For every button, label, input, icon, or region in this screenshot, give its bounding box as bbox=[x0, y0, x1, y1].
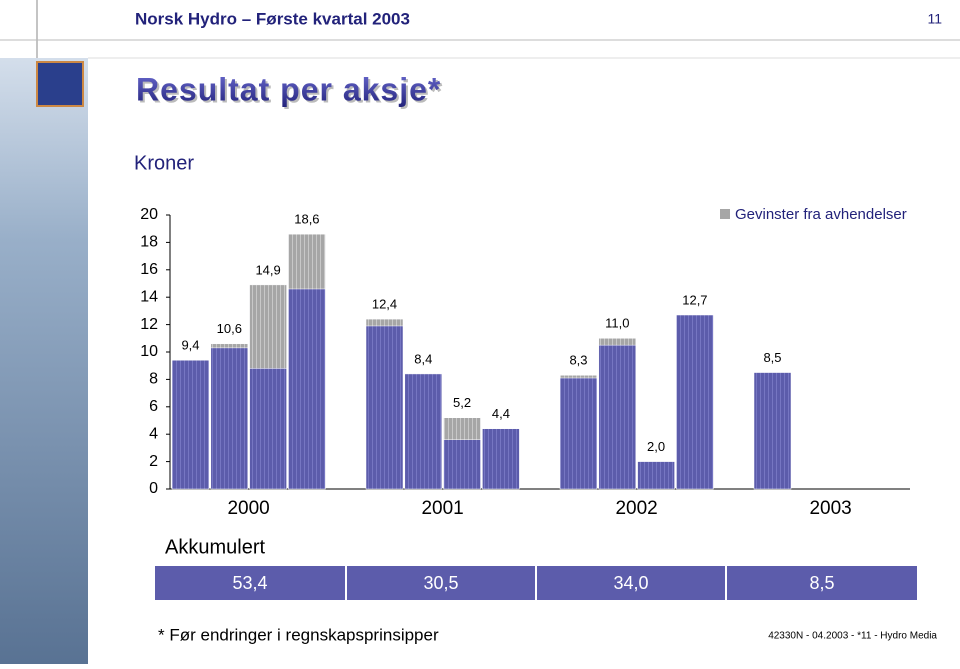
footer: 42330N - 04.2003 - *11 - Hydro Media bbox=[768, 631, 937, 642]
side-image bbox=[0, 58, 88, 664]
gain-segment bbox=[598, 338, 637, 346]
bar bbox=[753, 372, 792, 490]
y-tick-label: 20 bbox=[140, 206, 158, 223]
title-shadow: Resultat per aksje* bbox=[138, 73, 443, 109]
cumulative-cell bbox=[537, 566, 725, 600]
bar bbox=[404, 373, 443, 490]
bar bbox=[637, 461, 675, 490]
gain-segment bbox=[210, 343, 249, 349]
cumulative-value: 8,5 bbox=[809, 573, 834, 593]
y-tick-label: 16 bbox=[140, 261, 158, 278]
gain-segment bbox=[559, 375, 598, 379]
bar bbox=[365, 318, 404, 490]
y-tick-label: 2 bbox=[149, 453, 158, 470]
value-label: 2,0 bbox=[647, 439, 665, 454]
value-label: 5,2 bbox=[453, 395, 471, 410]
bar bbox=[598, 338, 637, 490]
y-tick-label: 0 bbox=[149, 480, 158, 497]
value-label: 12,7 bbox=[682, 292, 707, 307]
y-tick-label: 14 bbox=[140, 288, 158, 305]
value-label: 9,4 bbox=[181, 338, 199, 353]
chart-title: Resultat per aksje* bbox=[136, 71, 441, 107]
page-number: 11 bbox=[927, 11, 942, 27]
cumulative-value: 53,4 bbox=[232, 573, 267, 593]
cumulative-cell bbox=[347, 566, 535, 600]
cumulative-cell bbox=[727, 566, 917, 600]
y-axis-label: Kroner bbox=[134, 152, 194, 174]
gain-segment bbox=[365, 318, 404, 327]
value-label: 8,3 bbox=[569, 353, 587, 368]
cumulative-value: 34,0 bbox=[613, 573, 648, 593]
gain-segment bbox=[443, 417, 481, 440]
value-label: 4,4 bbox=[492, 406, 510, 421]
bar bbox=[210, 343, 249, 490]
y-tick-label: 12 bbox=[140, 316, 158, 333]
bar bbox=[676, 314, 714, 490]
x-group-label: 2002 bbox=[615, 498, 657, 519]
bar bbox=[482, 428, 520, 490]
header-title: Norsk Hydro – Første kvartal 2003 bbox=[135, 9, 410, 28]
x-group-label: 2003 bbox=[809, 498, 851, 519]
y-tick-label: 8 bbox=[149, 371, 158, 388]
value-label: 10,6 bbox=[217, 321, 242, 336]
y-tick-label: 10 bbox=[140, 343, 158, 360]
logo bbox=[36, 61, 84, 107]
value-label: 8,5 bbox=[763, 350, 781, 365]
cumulative-label: Akkumulert bbox=[165, 536, 265, 558]
y-tick-label: 6 bbox=[149, 398, 158, 415]
cumulative-cell bbox=[155, 566, 345, 600]
value-label: 8,4 bbox=[414, 351, 432, 366]
bar bbox=[559, 375, 598, 490]
y-tick-label: 4 bbox=[149, 425, 158, 442]
gain-segment bbox=[288, 233, 326, 290]
gain-segment bbox=[249, 284, 287, 369]
x-group-label: 2000 bbox=[227, 498, 269, 519]
value-label: 12,4 bbox=[372, 297, 397, 312]
bar bbox=[171, 359, 210, 490]
value-label: 11,0 bbox=[605, 316, 629, 331]
y-tick-label: 18 bbox=[140, 234, 158, 251]
x-group-label: 2001 bbox=[421, 498, 463, 519]
value-label: 14,9 bbox=[255, 262, 280, 277]
value-label: 18,6 bbox=[294, 212, 319, 227]
legend-label: Gevinster fra avhendelser bbox=[735, 206, 907, 223]
footnote: * Før endringer i regnskapsprinsipper bbox=[158, 625, 439, 644]
legend-swatch bbox=[720, 209, 730, 219]
cumulative-value: 30,5 bbox=[423, 573, 458, 593]
